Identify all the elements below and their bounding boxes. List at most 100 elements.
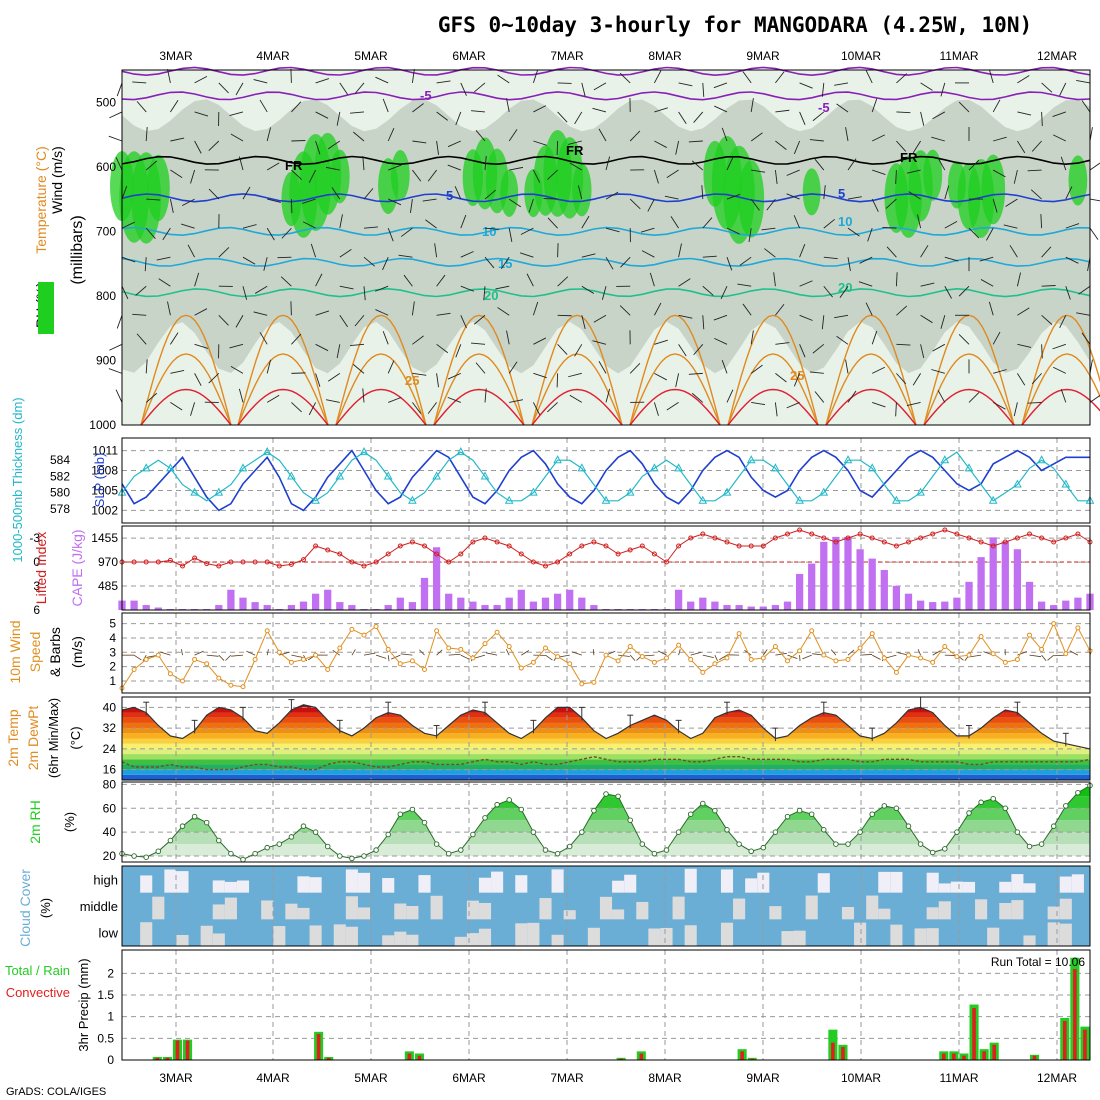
lifted-index-point xyxy=(1075,531,1081,537)
cloud-cell xyxy=(1059,876,1072,893)
cape-bar xyxy=(687,601,695,610)
wind-barb xyxy=(896,343,911,346)
cloud-cell xyxy=(1071,874,1084,893)
wind-barb xyxy=(208,188,220,200)
cloud-cell xyxy=(962,881,976,893)
wind-barb xyxy=(533,105,547,113)
lifted-index-point xyxy=(518,551,524,557)
wind-barb xyxy=(944,256,959,262)
wind-barb xyxy=(920,245,929,258)
wind-barb xyxy=(912,373,921,386)
cape-bar xyxy=(1074,597,1082,610)
wind-speed-point xyxy=(167,671,173,677)
rh-point xyxy=(506,797,512,803)
rh-point xyxy=(203,819,210,826)
wind-barb xyxy=(132,313,147,316)
wind-tick: 3 xyxy=(109,645,116,659)
rh-point xyxy=(772,829,779,835)
wind-barb xyxy=(109,343,123,351)
wind-speed-point xyxy=(349,626,355,632)
lifted-index-point xyxy=(446,559,452,565)
isotherm-warm-arch xyxy=(923,353,1015,426)
wind-speed-point xyxy=(688,656,694,662)
wind-barb xyxy=(1065,223,1080,229)
wind-barb xyxy=(839,285,849,298)
wind-barb xyxy=(605,227,620,233)
millibars-label: (millibars) xyxy=(69,215,86,284)
wind-barb xyxy=(872,366,885,374)
wind-barb xyxy=(281,227,292,239)
cape-bar xyxy=(820,541,828,610)
wind-barb xyxy=(569,162,583,171)
cloud-cover-label: Cloud Cover xyxy=(17,869,33,947)
wind-barb xyxy=(436,373,439,388)
temp-tick: 24 xyxy=(103,742,117,756)
rh-point xyxy=(990,795,996,802)
wind-barb xyxy=(310,243,317,258)
wind-barb xyxy=(1065,256,1079,264)
wind-barb xyxy=(167,301,171,316)
cape-bar xyxy=(977,557,985,610)
wind-barb xyxy=(327,372,341,382)
wind-barb xyxy=(436,312,451,316)
cloud-cell xyxy=(539,898,552,920)
wind-barb xyxy=(886,246,897,258)
precip-convective-bar xyxy=(165,1057,170,1060)
cape-bar xyxy=(1013,549,1022,610)
wind-barb xyxy=(739,256,752,266)
wind-barb xyxy=(895,272,898,287)
wind-barb xyxy=(775,303,785,316)
footer-credit: GrADS: COLA/IGES xyxy=(6,1086,106,1098)
lifted-index-point xyxy=(567,551,573,557)
wind-speed-point xyxy=(821,652,827,658)
wind-barb xyxy=(702,315,705,330)
cloud-cell xyxy=(176,934,189,946)
lifted-index-point xyxy=(422,543,427,549)
wind-barb xyxy=(412,402,422,414)
wind-speed-point xyxy=(942,644,948,650)
cloud-cell xyxy=(478,928,492,946)
surface-wind-barb xyxy=(678,649,681,656)
surface-wind-barb xyxy=(969,654,982,658)
surface-wind-barb xyxy=(400,653,413,656)
wind-speed-point xyxy=(422,666,427,672)
wind-speed-point xyxy=(772,644,778,650)
wind-speed-point xyxy=(518,665,524,671)
rh-point xyxy=(337,853,343,859)
wind-barb xyxy=(701,185,704,200)
wind-barb xyxy=(678,344,687,357)
rh-high-cell xyxy=(146,154,170,222)
lifted-index-point xyxy=(1039,535,1045,541)
cloud-cell xyxy=(357,907,371,920)
wind-barb xyxy=(812,343,825,354)
pressure-tick: 1000 xyxy=(89,418,116,432)
lifted-index-point xyxy=(954,531,960,537)
cloud-cell xyxy=(926,907,939,920)
wind-barb xyxy=(308,169,317,183)
cape-bar xyxy=(759,606,767,610)
wind-barb xyxy=(654,302,662,316)
wind-barb xyxy=(988,301,994,316)
isotherm-label: 5 xyxy=(446,188,453,203)
wind-barb xyxy=(858,281,873,287)
date-label-bottom: 8MAR xyxy=(648,1071,682,1085)
date-label-top: 4MAR xyxy=(256,49,290,63)
cape-tick: 970 xyxy=(98,555,118,569)
wind-barb xyxy=(702,285,714,296)
isotherm-warm-arch xyxy=(923,388,1015,426)
wind-barb xyxy=(670,216,679,229)
wind-barb xyxy=(847,390,857,403)
wind-barb xyxy=(526,273,534,287)
wind-barb xyxy=(291,402,302,413)
surface-wind-barb xyxy=(351,649,356,656)
wind-barb xyxy=(654,70,662,84)
lifted-index-point xyxy=(264,559,270,565)
wind-barb xyxy=(1052,111,1066,117)
wind-barb xyxy=(1017,307,1030,316)
precip-convective-bar xyxy=(750,1058,755,1060)
wind-speed-point xyxy=(893,669,899,675)
wind-barb xyxy=(775,373,787,383)
rh-color-band xyxy=(122,796,1090,809)
lifted-index-point xyxy=(712,535,718,541)
wind-barb xyxy=(136,333,147,345)
